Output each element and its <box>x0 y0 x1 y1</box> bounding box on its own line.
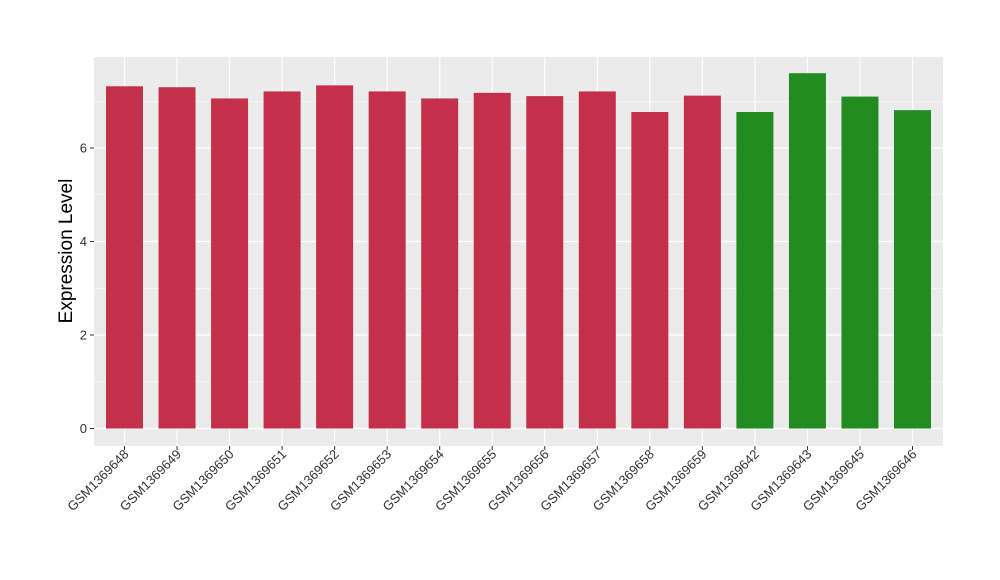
y-axis-title: Expression Level <box>56 179 77 324</box>
bar-GSM1369642 <box>736 112 774 429</box>
bar-GSM1369655 <box>473 92 511 429</box>
y-tick-label: 0 <box>80 421 87 436</box>
y-tick-label: 4 <box>80 234 87 249</box>
bar-GSM1369643 <box>788 73 826 429</box>
bar-GSM1369651 <box>263 91 301 429</box>
y-tick-label: 2 <box>80 328 87 343</box>
bar-GSM1369646 <box>894 110 931 429</box>
bar-GSM1369653 <box>368 91 406 429</box>
bar-GSM1369654 <box>421 98 459 429</box>
x-axis: GSM1369648GSM1369649GSM1369650GSM1369651… <box>64 446 920 514</box>
bar-GSM1369652 <box>316 85 354 429</box>
bar-GSM1369649 <box>158 87 196 429</box>
y-tick-label: 6 <box>80 141 87 156</box>
bar-GSM1369657 <box>578 91 616 429</box>
bars <box>106 73 931 429</box>
bar-GSM1369648 <box>106 86 143 429</box>
bar-GSM1369659 <box>683 95 721 429</box>
bar-GSM1369656 <box>526 96 564 429</box>
bar-GSM1369658 <box>631 112 669 429</box>
bar-GSM1369650 <box>211 98 249 429</box>
bar-GSM1369645 <box>841 96 879 429</box>
y-axis: 0 2 4 6 <box>80 141 94 436</box>
